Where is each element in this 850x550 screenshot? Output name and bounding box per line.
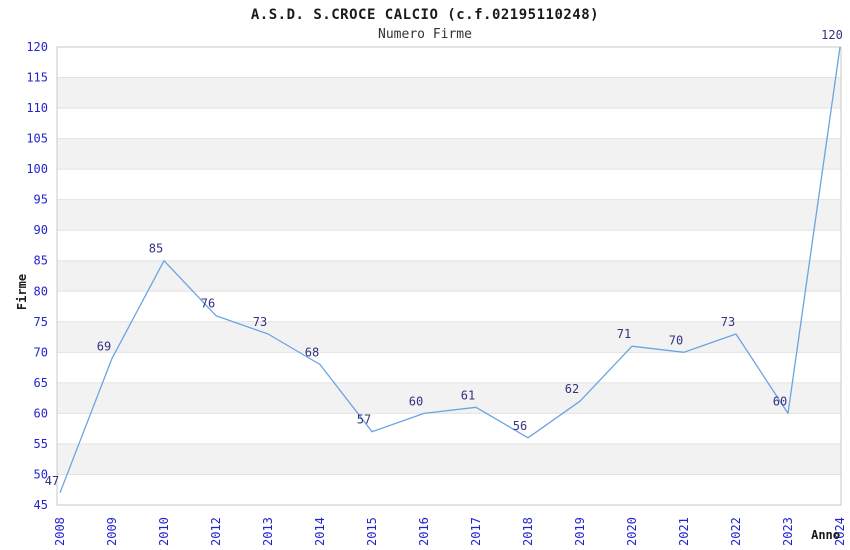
x-tick-label: 2010 (157, 517, 171, 546)
y-tick-label: 70 (34, 345, 48, 359)
data-point-label: 60 (409, 394, 423, 408)
y-tick-label: 115 (26, 71, 48, 85)
x-tick-label: 2016 (417, 517, 431, 546)
y-tick-label: 90 (34, 223, 48, 237)
data-point-label: 56 (513, 419, 527, 433)
y-tick-label: 95 (34, 193, 48, 207)
data-point-label: 68 (305, 346, 319, 360)
data-point-label: 76 (201, 297, 215, 311)
y-tick-label: 60 (34, 406, 48, 420)
plot-band (57, 291, 841, 322)
x-axis-title: Anno (811, 528, 840, 542)
plot-band (57, 382, 841, 414)
y-tick-label: 45 (34, 498, 48, 512)
plot-band (57, 77, 841, 109)
x-tick-label: 2024 (833, 517, 847, 546)
data-point-label: 120 (821, 28, 843, 42)
x-tick-label: 2013 (261, 517, 275, 546)
plot-band (57, 321, 841, 353)
data-point-label: 61 (461, 388, 475, 402)
plot-band (57, 108, 841, 139)
x-tick-label: 2015 (365, 517, 379, 546)
data-point-label: 73 (253, 315, 267, 329)
plot-band (57, 443, 841, 475)
line-series (59, 46, 841, 494)
x-tick-label: 2018 (521, 517, 535, 546)
data-point-label: 71 (617, 327, 631, 341)
plot-band (57, 260, 841, 292)
x-tick-label: 2009 (105, 517, 119, 546)
plot-band (57, 413, 841, 444)
x-tick-label: 2020 (625, 517, 639, 546)
plot-band (57, 230, 841, 261)
x-tick-label: 2022 (729, 517, 743, 546)
y-tick-label: 80 (34, 284, 48, 298)
plot-band (57, 169, 841, 200)
plot-band (57, 138, 841, 170)
data-point-label: 62 (565, 382, 579, 396)
x-tick-label: 2021 (677, 517, 691, 546)
plot-band (57, 352, 841, 383)
x-tick-label: 2012 (209, 517, 223, 546)
y-tick-label: 120 (26, 40, 48, 54)
plot-band (57, 474, 841, 505)
plot-band (57, 47, 841, 78)
y-tick-label: 75 (34, 315, 48, 329)
y-tick-label: 100 (26, 162, 48, 176)
data-point-label: 70 (669, 333, 683, 347)
y-tick-label: 105 (26, 132, 48, 146)
y-tick-label: 65 (34, 376, 48, 390)
y-tick-label: 55 (34, 437, 48, 451)
x-tick-label: 2008 (53, 517, 67, 546)
x-tick-label: 2017 (469, 517, 483, 546)
chart-title: A.S.D. S.CROCE CALCIO (c.f.02195110248) (250, 7, 600, 23)
y-tick-label: 110 (26, 101, 48, 115)
data-point-label: 69 (97, 339, 111, 353)
plot-band (57, 199, 841, 231)
y-tick-label: 50 (34, 467, 48, 481)
x-tick-label: 2023 (781, 517, 795, 546)
data-point-label: 47 (45, 474, 59, 488)
chart-subtitle: Numero Firme (378, 27, 472, 42)
data-point-label: 57 (357, 413, 371, 427)
x-tick-label: 2014 (313, 517, 327, 546)
y-tick-label: 85 (34, 254, 48, 268)
data-point-label: 60 (773, 394, 787, 408)
x-tick-label: 2019 (573, 517, 587, 546)
data-point-label: 85 (149, 242, 163, 256)
data-point-label: 73 (721, 315, 735, 329)
plot-border (56, 46, 842, 506)
